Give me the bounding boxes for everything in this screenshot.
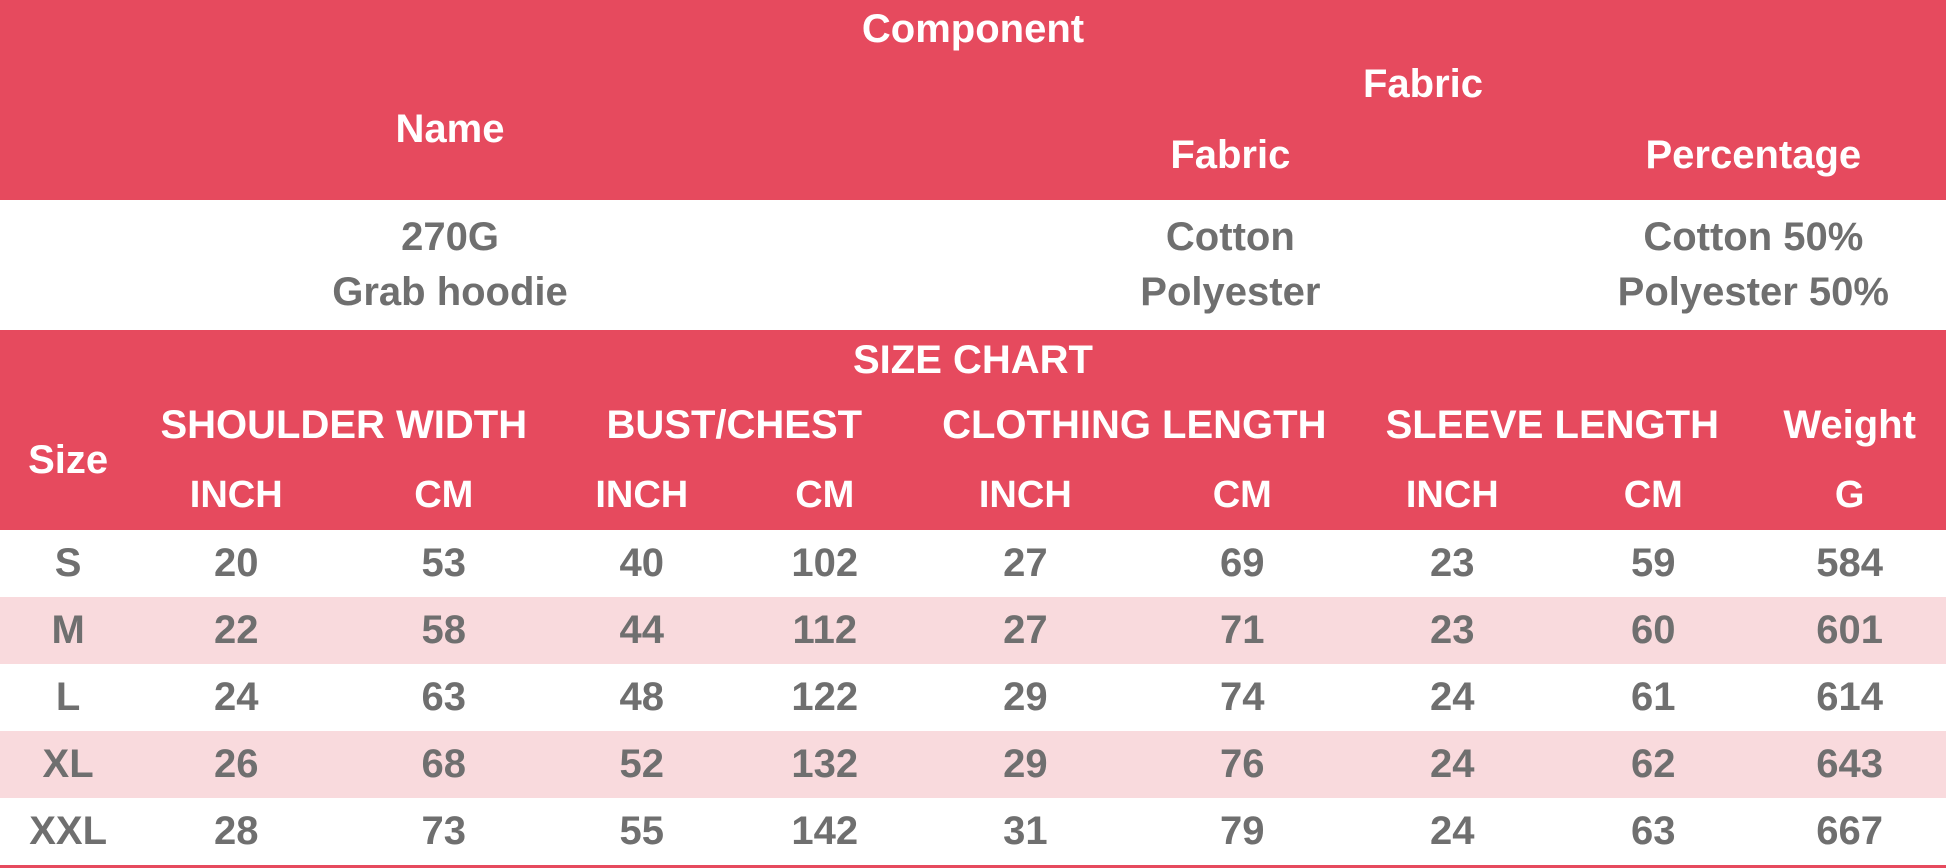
value-cell: 27 bbox=[1003, 608, 1048, 652]
value-cell: 59 bbox=[1631, 541, 1676, 585]
shoulder-width-header: SHOULDER WIDTH bbox=[160, 402, 528, 447]
size-cell: S bbox=[54, 541, 82, 585]
size-column-header: Size bbox=[28, 437, 109, 482]
value-cell: 24 bbox=[1430, 675, 1475, 719]
value-cell: 667 bbox=[1816, 809, 1883, 853]
size-cell: M bbox=[51, 608, 85, 652]
table-row-s: S 20 53 40 102 27 69 23 59 584 bbox=[0, 530, 1946, 597]
value-cell: 44 bbox=[619, 608, 665, 652]
table-row-xxl: XXL 28 73 55 142 31 79 24 63 667 bbox=[0, 798, 1946, 865]
value-cell: 29 bbox=[1003, 675, 1048, 719]
fabric-line-2: Polyester bbox=[1140, 270, 1321, 314]
value-cell: 73 bbox=[421, 809, 467, 853]
value-cell: 24 bbox=[1430, 809, 1475, 853]
fabric-group-header: Fabric bbox=[1362, 61, 1484, 106]
clothing-length-header: CLOTHING LENGTH bbox=[942, 402, 1327, 447]
value-cell: 584 bbox=[1816, 541, 1883, 585]
name-column-header: Name bbox=[395, 106, 505, 151]
value-cell: 28 bbox=[213, 809, 259, 853]
table-row-l: L 24 63 48 122 29 74 24 61 614 bbox=[0, 664, 1946, 731]
value-cell: 74 bbox=[1220, 675, 1265, 719]
fabric-column-header: Fabric bbox=[1170, 132, 1291, 177]
product-name-line-1: 270G bbox=[401, 215, 499, 259]
value-cell: 614 bbox=[1816, 675, 1883, 719]
sleeve-cm-header: CM bbox=[1623, 473, 1683, 516]
percentage-line-2: Polyester 50% bbox=[1617, 270, 1889, 314]
value-cell: 61 bbox=[1631, 675, 1676, 719]
clothing-inch-header: INCH bbox=[978, 473, 1072, 516]
sleeve-inch-header: INCH bbox=[1405, 473, 1499, 516]
value-cell: 643 bbox=[1816, 742, 1883, 786]
value-cell: 76 bbox=[1220, 742, 1265, 786]
percentage-cell: Cotton 50% Polyester 50% bbox=[1561, 200, 1946, 330]
value-cell: 55 bbox=[619, 809, 665, 853]
value-cell: 26 bbox=[213, 742, 259, 786]
size-cell: XL bbox=[42, 742, 94, 786]
bust-chest-header: BUST/CHEST bbox=[606, 402, 863, 447]
size-cell: L bbox=[55, 675, 81, 719]
product-name-cell: 270G Grab hoodie bbox=[0, 200, 900, 330]
bust-cm-header: CM bbox=[795, 473, 855, 516]
component-header-section: Component Name Fabric Fabric Percentage bbox=[0, 0, 1946, 200]
bust-inch-header: INCH bbox=[595, 473, 689, 516]
value-cell: 52 bbox=[619, 742, 665, 786]
value-cell: 63 bbox=[1631, 809, 1676, 853]
value-cell: 63 bbox=[421, 675, 467, 719]
value-cell: 132 bbox=[791, 742, 859, 786]
value-cell: 23 bbox=[1430, 541, 1475, 585]
value-cell: 142 bbox=[791, 809, 859, 853]
table-row-m: M 22 58 44 112 27 71 23 60 601 bbox=[0, 597, 1946, 664]
value-cell: 69 bbox=[1220, 541, 1265, 585]
value-cell: 102 bbox=[791, 541, 859, 585]
value-cell: 112 bbox=[792, 608, 858, 652]
shoulder-inch-header: INCH bbox=[189, 473, 283, 516]
size-chart-body: S 20 53 40 102 27 69 23 59 584 M 22 58 4… bbox=[0, 530, 1946, 865]
value-cell: 60 bbox=[1631, 608, 1676, 652]
component-data-row: 270G Grab hoodie Cotton Polyester Cotton… bbox=[0, 200, 1946, 330]
value-cell: 53 bbox=[421, 541, 467, 585]
value-cell: 29 bbox=[1003, 742, 1048, 786]
next-section-edge bbox=[0, 865, 1946, 868]
value-cell: 62 bbox=[1631, 742, 1676, 786]
table-row-xl: XL 26 68 52 132 29 76 24 62 643 bbox=[0, 731, 1946, 798]
value-cell: 22 bbox=[213, 608, 259, 652]
size-cell: XXL bbox=[29, 809, 107, 853]
sleeve-length-header: SLEEVE LENGTH bbox=[1385, 402, 1719, 447]
value-cell: 68 bbox=[421, 742, 467, 786]
value-cell: 20 bbox=[213, 541, 259, 585]
value-cell: 58 bbox=[421, 608, 467, 652]
value-cell: 601 bbox=[1816, 608, 1883, 652]
value-cell: 79 bbox=[1220, 809, 1265, 853]
weight-header: Weight bbox=[1783, 402, 1916, 447]
component-title: Component bbox=[861, 6, 1085, 51]
value-cell: 48 bbox=[619, 675, 665, 719]
product-name-line-2: Grab hoodie bbox=[332, 270, 568, 314]
weight-g-header: G bbox=[1834, 473, 1865, 516]
value-cell: 71 bbox=[1220, 608, 1265, 652]
size-chart-header-section: SIZE CHART Size SHOULDER WIDTH BUST/CHES… bbox=[0, 330, 1946, 530]
value-cell: 24 bbox=[213, 675, 259, 719]
shoulder-cm-header: CM bbox=[414, 473, 474, 516]
clothing-cm-header: CM bbox=[1212, 473, 1272, 516]
fabric-cell: Cotton Polyester bbox=[900, 200, 1561, 330]
value-cell: 23 bbox=[1430, 608, 1475, 652]
size-chart-title: SIZE CHART bbox=[852, 337, 1093, 382]
value-cell: 24 bbox=[1430, 742, 1475, 786]
percentage-line-1: Cotton 50% bbox=[1643, 215, 1864, 259]
value-cell: 40 bbox=[619, 541, 665, 585]
percentage-column-header: Percentage bbox=[1645, 132, 1862, 177]
fabric-line-1: Cotton bbox=[1165, 215, 1295, 259]
value-cell: 27 bbox=[1003, 541, 1048, 585]
value-cell: 31 bbox=[1003, 809, 1048, 853]
value-cell: 122 bbox=[791, 675, 859, 719]
